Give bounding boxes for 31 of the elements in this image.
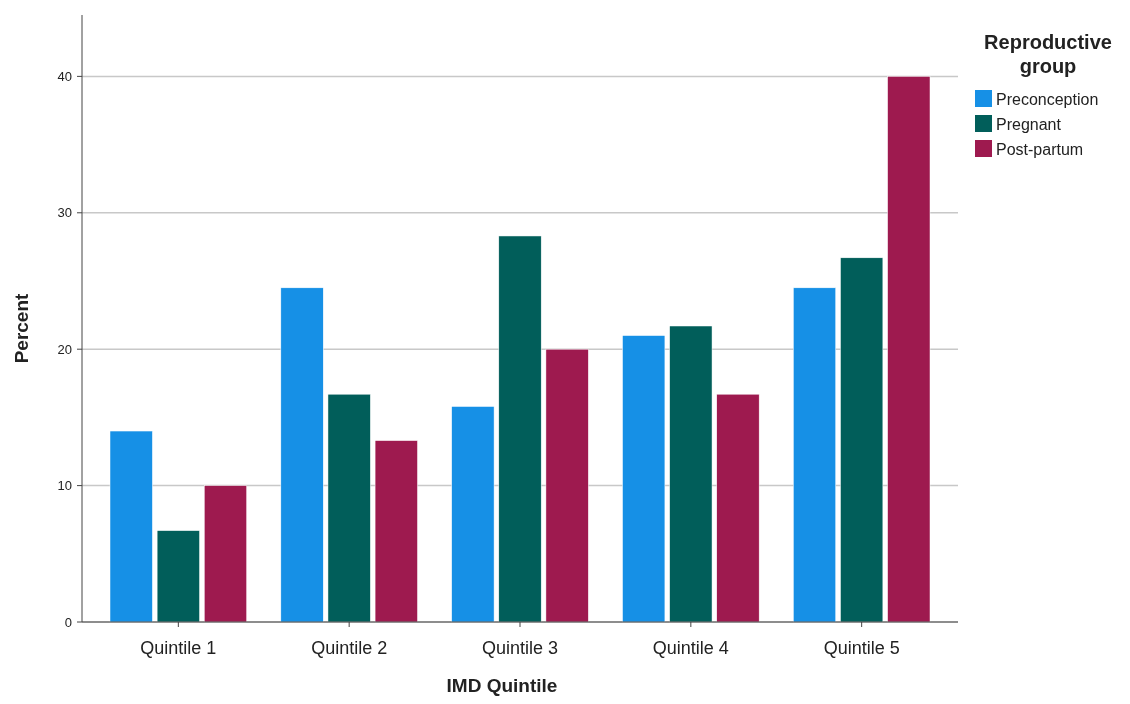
bar bbox=[498, 235, 542, 623]
x-axis-title: IMD Quintile bbox=[446, 675, 558, 696]
x-tick-label: Quintile 2 bbox=[311, 638, 388, 658]
y-tick-label: 20 bbox=[57, 341, 72, 357]
bar bbox=[327, 393, 371, 623]
x-tick-label: Quintile 1 bbox=[140, 638, 217, 658]
bar bbox=[793, 287, 836, 623]
legend-label: Pregnant bbox=[996, 115, 1062, 133]
bar bbox=[669, 325, 713, 623]
x-tick-label: Quintile 4 bbox=[652, 638, 729, 658]
bar bbox=[622, 335, 666, 623]
y-tick-label: 30 bbox=[57, 205, 72, 221]
legend-label: Preconception bbox=[996, 90, 1099, 108]
bar bbox=[156, 530, 200, 623]
bar bbox=[204, 485, 247, 623]
bar bbox=[451, 406, 495, 623]
bar bbox=[840, 257, 884, 623]
bar bbox=[109, 430, 153, 623]
y-tick-label: 10 bbox=[57, 478, 72, 494]
legend-title: Reproductive group bbox=[984, 31, 1112, 77]
y-tick-label: 0 bbox=[64, 614, 72, 630]
bar bbox=[374, 440, 418, 623]
bar bbox=[280, 287, 324, 623]
bar bbox=[716, 393, 760, 623]
y-tick-label: 40 bbox=[57, 68, 72, 84]
y-axis-title: Percent bbox=[11, 292, 32, 364]
legend-label: Post-partum bbox=[996, 140, 1084, 158]
bar bbox=[887, 76, 931, 623]
x-tick-label: Quintile 5 bbox=[823, 638, 900, 658]
x-tick-label: Quintile 3 bbox=[481, 638, 559, 658]
bar bbox=[545, 348, 589, 623]
